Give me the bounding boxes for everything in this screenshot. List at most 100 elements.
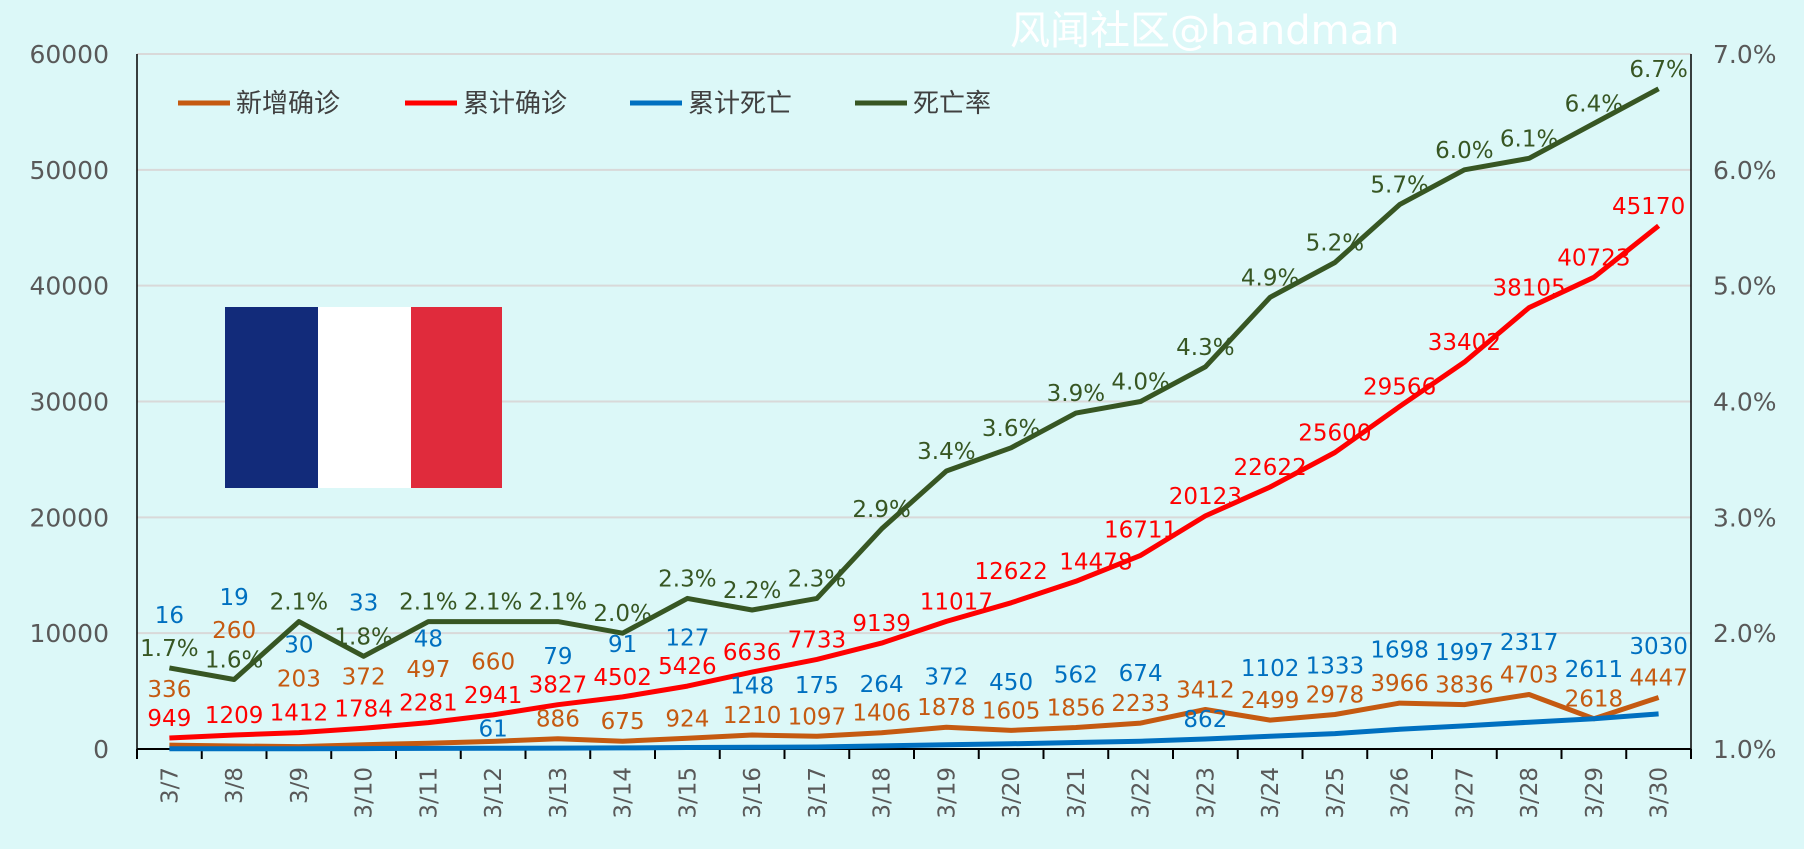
data-label: 562: [1054, 662, 1098, 688]
data-label: 6.1%: [1500, 126, 1558, 152]
data-label: 450: [989, 670, 1033, 696]
data-label: 1210: [723, 703, 782, 729]
data-label: 14478: [1059, 549, 1132, 575]
flag-red: [411, 307, 502, 488]
data-label: 3827: [529, 673, 588, 699]
data-label: 2.1%: [270, 590, 328, 616]
data-label: 2618: [1565, 687, 1624, 713]
data-label: 1.6%: [205, 648, 263, 674]
x-tick-label: 3/13: [546, 767, 572, 819]
legend-label: 累计死亡: [688, 89, 792, 119]
data-label: 264: [860, 672, 904, 698]
y2-tick-label: 4.0%: [1713, 388, 1777, 417]
data-label: 1102: [1241, 656, 1300, 682]
y2-tick-label: 6.0%: [1713, 156, 1777, 185]
data-label: 3966: [1370, 671, 1429, 697]
data-label: 29566: [1363, 375, 1436, 401]
data-label: 127: [665, 626, 709, 652]
x-tick-label: 3/16: [740, 767, 766, 819]
data-label: 4447: [1629, 665, 1688, 691]
data-label: 12622: [975, 559, 1048, 585]
data-label: 5.2%: [1306, 231, 1364, 257]
x-tick-label: 3/27: [1452, 767, 1478, 819]
data-label: 2.9%: [852, 497, 910, 523]
x-tick-label: 3/26: [1388, 767, 1414, 819]
y2-tick-label: 5.0%: [1713, 272, 1777, 301]
y-tick-label: 30000: [29, 388, 109, 417]
x-tick-label: 3/30: [1647, 767, 1673, 819]
data-label: 3.4%: [917, 439, 975, 465]
data-label: 19: [219, 585, 248, 611]
data-label: 660: [471, 649, 515, 675]
data-label: 38105: [1493, 276, 1566, 302]
y-tick-label: 10000: [29, 619, 109, 648]
y-tick-label: 50000: [29, 156, 109, 185]
y2-tick-label: 1.0%: [1713, 735, 1777, 764]
data-label: 2281: [399, 691, 458, 717]
series-lines: [168, 86, 1661, 752]
legend-label: 死亡率: [913, 89, 991, 119]
data-label: 5.7%: [1370, 173, 1428, 199]
data-label: 33: [349, 591, 378, 617]
data-label: 2233: [1111, 691, 1170, 717]
data-label: 2.1%: [464, 590, 522, 616]
data-label: 2978: [1306, 683, 1365, 709]
x-tick-label: 3/10: [352, 767, 378, 819]
data-label: 372: [924, 665, 968, 691]
data-label: 4.9%: [1241, 265, 1299, 291]
data-label: 2317: [1500, 630, 1559, 656]
flag-blue: [225, 307, 318, 488]
x-tick-label: 3/25: [1323, 767, 1349, 819]
data-label: 2499: [1241, 688, 1300, 714]
x-tick-label: 3/23: [1193, 767, 1219, 819]
data-label: 3412: [1176, 677, 1235, 703]
x-tick-label: 3/29: [1582, 767, 1608, 819]
watermark: 风闻社区@handman: [1010, 8, 1399, 54]
x-tick-label: 3/7: [157, 767, 183, 804]
data-label: 33402: [1428, 330, 1501, 356]
data-label: 48: [414, 626, 443, 652]
series-line-2: [169, 711, 1659, 752]
data-label: 3030: [1629, 634, 1688, 660]
x-tick-label: 3/20: [999, 767, 1025, 819]
data-label: 862: [1183, 707, 1227, 733]
data-label: 886: [536, 707, 580, 733]
data-label: 61: [478, 716, 507, 742]
data-label: 1997: [1435, 640, 1494, 666]
data-label: 5426: [658, 654, 717, 680]
data-label: 9139: [852, 611, 911, 637]
data-label: 2.1%: [529, 590, 587, 616]
series-line-1: [169, 223, 1661, 741]
data-label: 20123: [1169, 484, 1242, 510]
data-labels: 1.7% 1.6%2.1%1.8%2.1% 2.1% 2.1% 2.0%2.3% 2.2%…: [140, 57, 1688, 743]
data-label: 674: [1119, 661, 1163, 687]
data-label: 1.8%: [334, 624, 392, 650]
legend-label: 累计确诊: [463, 89, 567, 119]
data-label: 2611: [1565, 657, 1624, 683]
x-tick-label: 3/11: [416, 767, 442, 819]
y2-tick-label: 2.0%: [1713, 619, 1777, 648]
data-label: 7733: [788, 627, 847, 653]
data-label: 1784: [334, 696, 393, 722]
y-tick-label: 20000: [29, 503, 109, 532]
x-tick-label: 3/21: [1064, 767, 1090, 819]
data-label: 6636: [723, 640, 782, 666]
data-label: 3.6%: [982, 416, 1040, 442]
data-label: 1412: [270, 701, 329, 727]
x-tick-label: 3/18: [870, 767, 896, 819]
y-tick-label: 0: [93, 735, 109, 764]
y2-tick-label: 7.0%: [1713, 40, 1777, 69]
data-label: 148: [730, 673, 774, 699]
x-tick-label: 3/24: [1258, 767, 1284, 819]
flag-white: [318, 307, 411, 488]
data-label: 4.0%: [1111, 370, 1169, 396]
data-label: 11017: [920, 589, 993, 615]
data-label: 6.7%: [1629, 57, 1687, 83]
data-label: 2.1%: [399, 590, 457, 616]
series-line-0: [169, 692, 1660, 750]
data-label: 1333: [1306, 654, 1365, 680]
data-label: 3836: [1435, 673, 1494, 699]
data-label: 1605: [982, 698, 1041, 724]
x-tick-label: 3/22: [1129, 767, 1155, 819]
x-tick-label: 3/28: [1517, 767, 1543, 819]
